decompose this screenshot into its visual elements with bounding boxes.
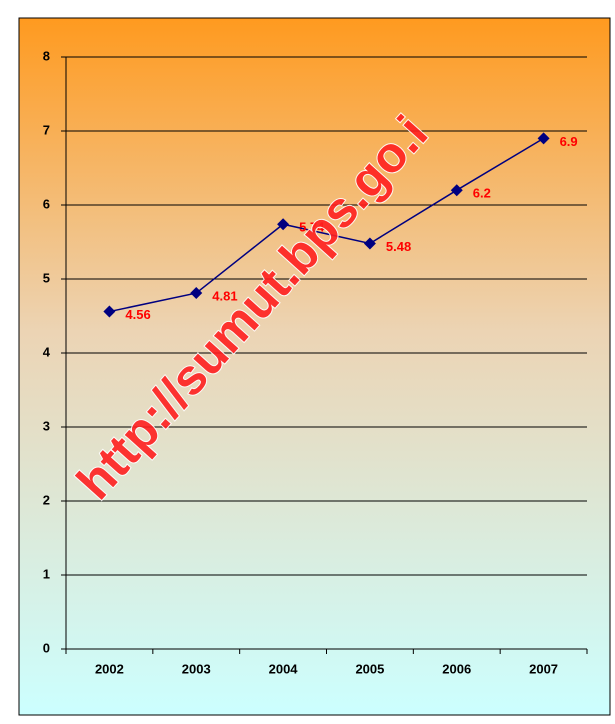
x-tick-label: 2006 — [442, 661, 471, 676]
data-label: 4.56 — [125, 307, 150, 322]
x-tick-label: 2003 — [182, 661, 211, 676]
y-tick-label: 4 — [43, 344, 51, 359]
y-tick-label: 2 — [43, 492, 50, 507]
marker — [450, 184, 463, 197]
marker — [537, 132, 550, 145]
data-label: 6.2 — [473, 186, 491, 201]
data-label: 4.81 — [212, 288, 237, 303]
y-tick-label: 5 — [43, 270, 50, 285]
y-tick-label: 6 — [43, 196, 50, 211]
chart-frame — [18, 17, 611, 716]
y-tick-label: 3 — [43, 418, 50, 433]
data-label: 6.9 — [560, 134, 578, 149]
x-tick-label: 2007 — [529, 661, 558, 676]
marker — [190, 287, 203, 300]
y-tick-label: 7 — [43, 122, 50, 137]
data-label: 5.74 — [299, 220, 325, 235]
marker — [277, 218, 290, 231]
x-tick-label: 2004 — [269, 661, 299, 676]
marker — [103, 305, 116, 318]
marker — [363, 237, 376, 250]
y-tick-label: 8 — [43, 48, 50, 63]
x-tick-label: 2002 — [95, 661, 124, 676]
y-tick-label: 0 — [43, 640, 50, 655]
x-tick-label: 2005 — [355, 661, 384, 676]
line — [109, 137, 544, 313]
data-label: 5.48 — [386, 239, 411, 254]
y-tick-label: 1 — [43, 566, 50, 581]
